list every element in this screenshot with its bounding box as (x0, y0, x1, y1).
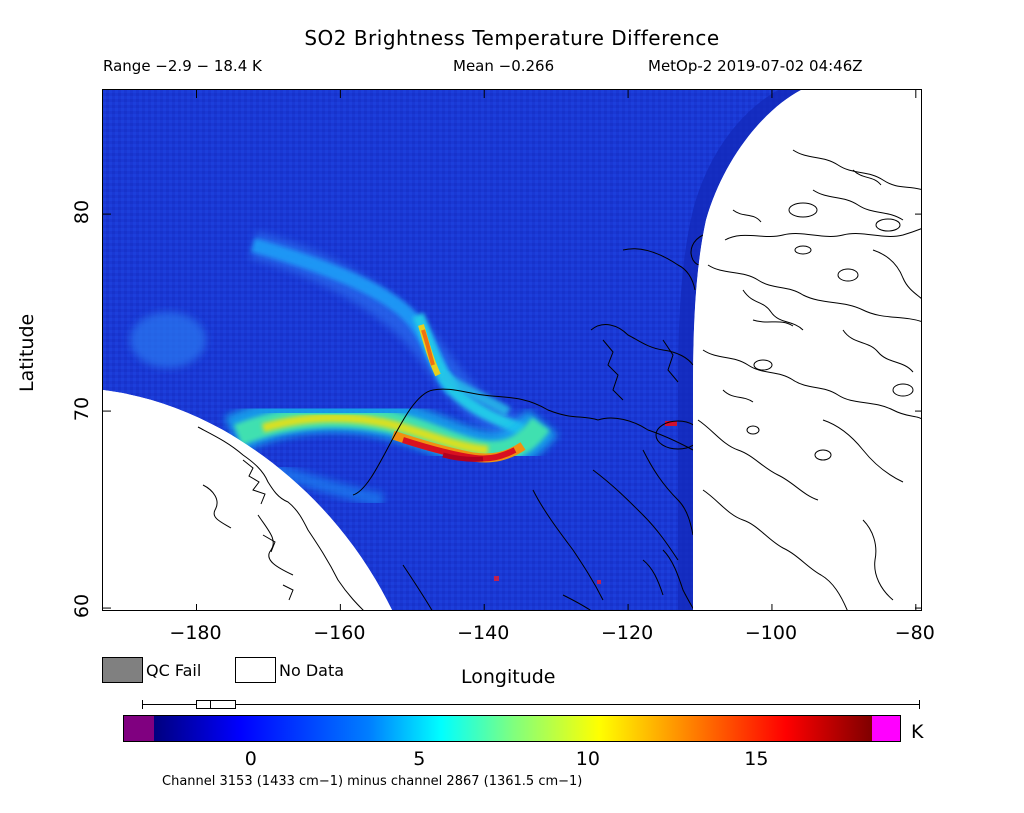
range-slider-start-cap (142, 700, 143, 709)
x-axis-label: Longitude (461, 666, 556, 688)
map-plot-area[interactable] (102, 89, 922, 611)
colorbar-under-swatch (124, 716, 154, 741)
colorbar-unit: K (911, 721, 924, 743)
range-slider-track[interactable] (142, 704, 920, 705)
x-tick-label: −100 (744, 622, 798, 644)
satellite-time-readout: MetOp-2 2019-07-02 04:46Z (648, 57, 863, 75)
colorbar-tick-label: 0 (244, 748, 257, 770)
map-canvas (103, 90, 921, 610)
no-data-regions (103, 90, 921, 610)
coastlines-nodata (197, 149, 921, 610)
so2-plume (224, 238, 677, 584)
colorbar-gradient (154, 716, 872, 741)
axis-ticks (103, 90, 921, 610)
x-tick-label: −180 (169, 622, 222, 644)
colorbar-tick-label: 5 (413, 748, 426, 770)
range-slider-end-cap (919, 700, 920, 709)
range-slider-handle-divider (210, 700, 211, 709)
hotspot-marker (665, 421, 677, 426)
y-axis-label: Latitude (16, 313, 38, 392)
map-title: SO2 Brightness Temperature Difference (304, 26, 720, 50)
hotspot-marker (597, 580, 601, 584)
x-tick-label: −80 (894, 622, 935, 644)
channel-note: Channel 3153 (1433 cm−1) minus channel 2… (162, 774, 583, 789)
x-tick-label: −140 (457, 622, 510, 644)
range-slider-handle[interactable] (196, 700, 236, 709)
range-readout: Range −2.9 − 18.4 K (103, 57, 262, 75)
x-tick-label: −160 (313, 622, 366, 644)
hotspot-marker (494, 576, 499, 581)
no-data-label: No Data (279, 661, 345, 680)
qc-fail-label: QC Fail (146, 661, 202, 680)
colorbar-over-swatch (872, 716, 900, 741)
x-tick-label: −120 (600, 622, 654, 644)
mean-readout: Mean −0.266 (453, 57, 555, 75)
no-data-swatch (235, 657, 276, 683)
colorbar-tick-label: 15 (744, 748, 769, 770)
y-tick-label: 70 (71, 396, 93, 422)
qc-fail-swatch (102, 657, 143, 683)
colorbar (123, 715, 901, 742)
y-tick-label: 80 (71, 200, 93, 225)
y-tick-label: 60 (71, 593, 93, 619)
colorbar-tick-label: 10 (575, 748, 600, 770)
